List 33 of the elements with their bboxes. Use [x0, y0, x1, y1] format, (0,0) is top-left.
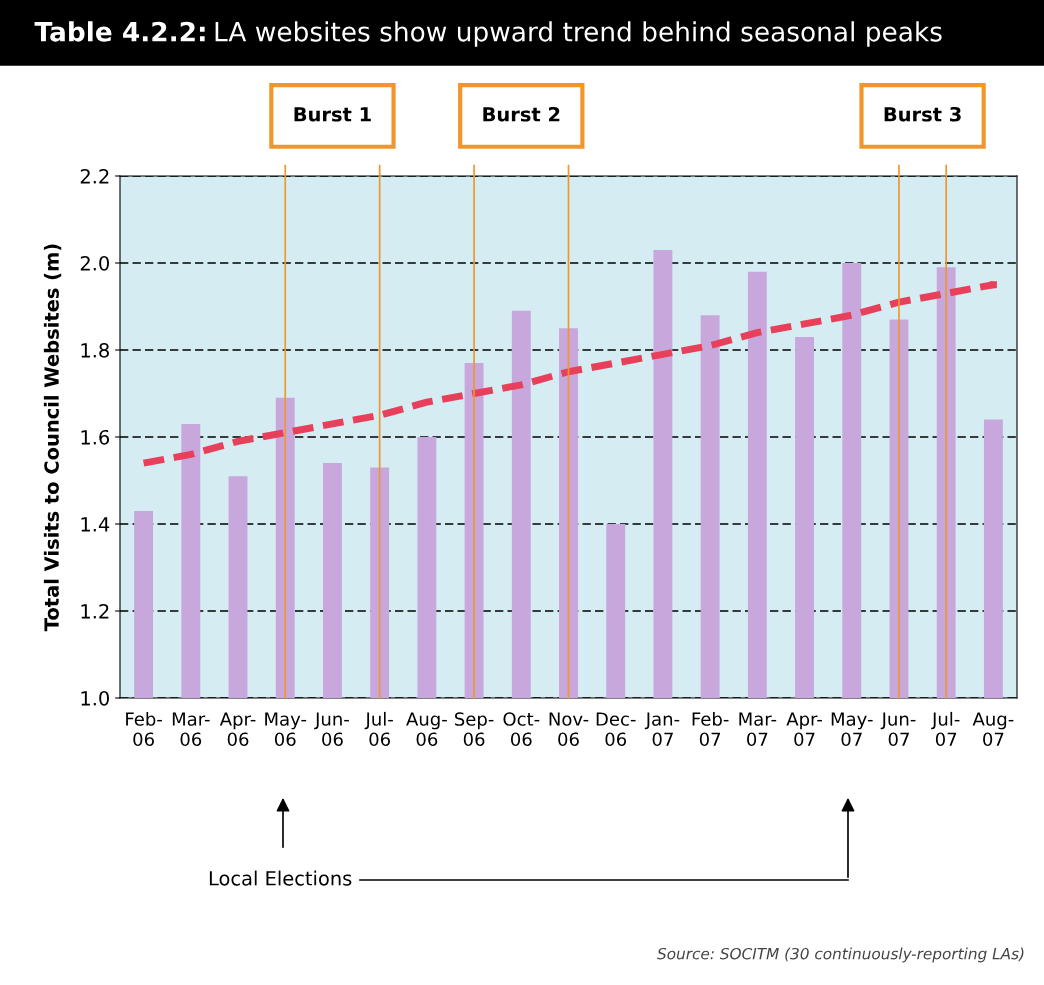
x-tick-label: Oct- 06 — [503, 712, 540, 747]
y-axis-title: Total Visits to Council Websites (m) — [43, 244, 62, 632]
x-tick-label: May- 06 — [265, 712, 307, 747]
x-tick-label: May- 07 — [831, 712, 873, 747]
text: Local Elections — [209, 870, 352, 886]
chart-title: Table 4.2.2: LA websites show upward trend behind seasonal peaks — [34, 21, 942, 47]
x-tick-label: Dec- 06 — [596, 712, 636, 747]
x-tick-label: Nov- 06 — [549, 712, 589, 747]
x-tick-label: Jun- 06 — [314, 712, 349, 747]
y-tick-label: 1.6 — [81, 429, 110, 445]
x-tick-label: Feb- 07 — [692, 711, 729, 747]
x-tick-label: Mar- 06 — [172, 712, 210, 747]
y-tick-label: 2.0 — [80, 255, 109, 271]
x-tick-label: Mar- 07 — [739, 712, 777, 747]
x-tick-label: Jun- 07 — [880, 712, 916, 747]
x-tick-label: Sep- 06 — [455, 712, 494, 747]
x-tick-label: Apr- 06 — [219, 712, 256, 747]
x-tick-label: Feb- 06 — [126, 711, 162, 747]
x-tick-label: Jul- 07 — [931, 711, 960, 747]
ref-line-label: Burst 2 — [483, 106, 560, 122]
ref-line-label: Burst 1 — [294, 107, 371, 122]
y-tick-label: 2.2 — [80, 168, 109, 184]
x-tick-label: Jan- 07 — [644, 712, 680, 747]
y-tick-label: 1.4 — [81, 517, 110, 532]
x-tick-label: Aug- 06 — [406, 712, 447, 747]
y-tick-label: 1.2 — [81, 603, 109, 619]
x-tick-label: Jul- 06 — [364, 711, 393, 747]
x-tick-label: Apr- 07 — [786, 712, 822, 747]
x-tick-label: Aug- 07 — [972, 712, 1014, 747]
source-note: Source: SOCITM (30 continuously-reporting LAs) — [657, 947, 1024, 963]
ref-line-label: Burst 3 — [884, 106, 961, 122]
y-tick-label: 1.0 — [81, 690, 109, 706]
y-tick-label: 1.8 — [81, 342, 109, 358]
